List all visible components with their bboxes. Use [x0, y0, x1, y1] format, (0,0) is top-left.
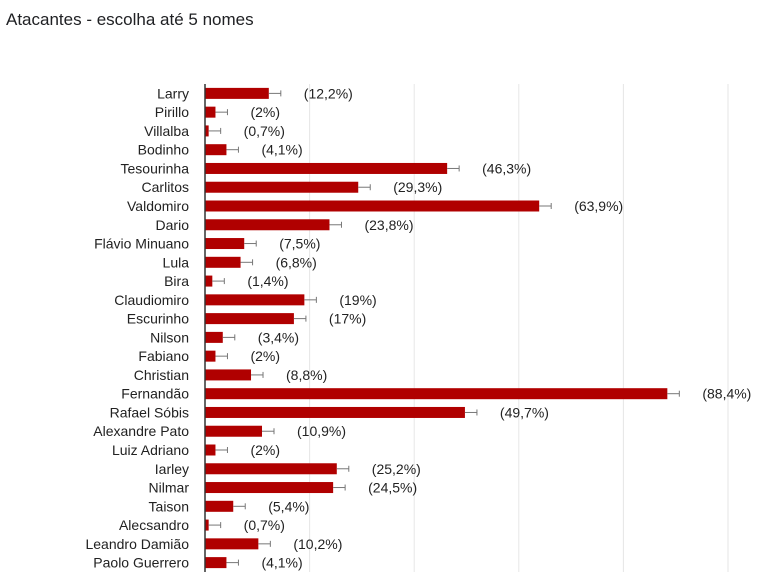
bar: [205, 256, 241, 268]
category-label: Carlitos: [142, 179, 189, 195]
bar: [205, 144, 227, 156]
category-label: Tesourinha: [121, 160, 190, 176]
category-label: Fernandão: [121, 386, 189, 402]
bar: [205, 294, 305, 306]
category-label: Leandro Damião: [85, 536, 189, 552]
category-label: Paolo Guerrero: [93, 555, 189, 571]
data-label: (46,3%): [482, 160, 531, 176]
bar: [205, 444, 216, 456]
bar: [205, 538, 259, 550]
bar: [205, 519, 209, 531]
category-label: Pirillo: [155, 104, 189, 120]
data-label: (10,2%): [293, 536, 342, 552]
category-label: Luiz Adriano: [112, 442, 189, 458]
data-label: (1,4%): [247, 273, 288, 289]
bar: [205, 275, 213, 287]
bar: [205, 87, 269, 99]
bar: [205, 406, 465, 418]
category-label: Fabiano: [138, 348, 189, 364]
data-label: (12,2%): [304, 85, 353, 101]
labels: Larry (12,2%) Pirillo (2%) Villalba (0,7%) Bod…: [85, 85, 751, 570]
data-label: (0,7%): [244, 123, 285, 139]
category-label: Flávio Minuano: [94, 236, 189, 252]
data-label: (19%): [339, 292, 376, 308]
bars: [205, 87, 680, 569]
data-label: (49,7%): [500, 404, 549, 420]
category-label: Nilson: [150, 329, 189, 345]
bar: [205, 200, 540, 212]
data-label: (25,2%): [372, 461, 421, 477]
data-label: (3,4%): [258, 329, 299, 345]
data-label: (0,7%): [244, 517, 285, 533]
bar: [205, 557, 227, 569]
bar: [205, 482, 334, 494]
bar: [205, 425, 263, 437]
data-label: (8,8%): [286, 367, 327, 383]
category-label: Valdomiro: [127, 198, 189, 214]
bar: [205, 162, 448, 174]
category-label: Alexandre Pato: [93, 423, 189, 439]
bar: [205, 350, 216, 362]
bar: [205, 369, 252, 381]
category-label: Nilmar: [149, 480, 190, 496]
data-label: (2%): [250, 104, 280, 120]
category-label: Dario: [156, 217, 190, 233]
bar: [205, 219, 330, 231]
category-label: Bodinho: [138, 142, 190, 158]
bar: [205, 388, 668, 400]
data-label: (23,8%): [364, 217, 413, 233]
chart-title: Atacantes - escolha até 5 nomes: [6, 10, 254, 29]
bar: [205, 181, 359, 193]
grid-lines: [309, 84, 729, 572]
data-label: (4,1%): [261, 142, 302, 158]
data-label: (29,3%): [393, 179, 442, 195]
category-label: Iarley: [155, 461, 189, 477]
bar: [205, 313, 294, 325]
data-label: (7,5%): [279, 236, 320, 252]
data-label: (88,4%): [702, 386, 751, 402]
category-label: Taison: [149, 498, 189, 514]
category-label: Claudiomiro: [114, 292, 189, 308]
category-label: Lula: [163, 254, 190, 270]
data-label: (2%): [250, 442, 280, 458]
category-label: Bira: [164, 273, 189, 289]
category-label: Rafael Sóbis: [110, 404, 189, 420]
data-label: (63,9%): [574, 198, 623, 214]
data-label: (2%): [250, 348, 280, 364]
bar: [205, 500, 234, 512]
bar: [205, 125, 209, 137]
data-label: (5,4%): [268, 498, 309, 514]
category-label: Villalba: [144, 123, 189, 139]
category-label: Larry: [157, 85, 189, 101]
bar: [205, 463, 337, 475]
category-label: Alecsandro: [119, 517, 189, 533]
category-label: Escurinho: [127, 311, 189, 327]
bar: [205, 331, 223, 343]
data-label: (4,1%): [261, 555, 302, 571]
data-label: (10,9%): [297, 423, 346, 439]
bar: [205, 106, 216, 118]
bar: [205, 238, 245, 250]
data-label: (6,8%): [276, 254, 317, 270]
data-label: (24,5%): [368, 480, 417, 496]
category-label: Christian: [134, 367, 189, 383]
data-label: (17%): [329, 311, 366, 327]
